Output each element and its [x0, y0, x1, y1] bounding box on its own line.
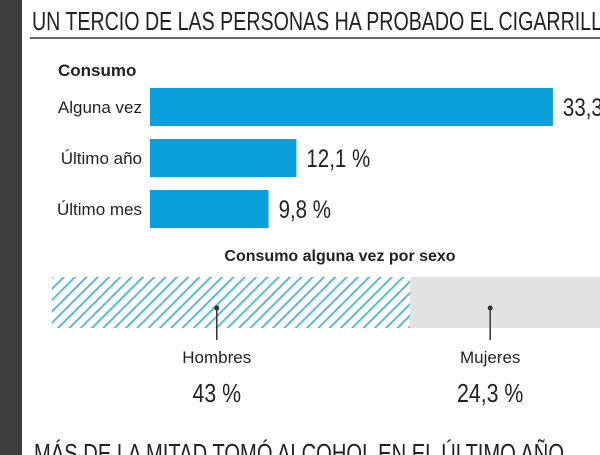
value-label: 24,3 %: [457, 379, 523, 409]
value-label: 9,8 %: [279, 195, 331, 223]
section-title: Consumo: [58, 61, 136, 80]
category-label: Hombres: [182, 348, 251, 367]
category-label: Alguna vez: [58, 98, 142, 117]
section-title: Consumo alguna vez por sexo: [224, 248, 455, 265]
bar: [150, 190, 269, 228]
pointer-dot: [487, 305, 493, 311]
side-strip: [0, 0, 22, 455]
footer-title: MÁS DE LA MITAD TOMÓ ALCOHOL EN EL ÚLTIM…: [34, 438, 564, 455]
value-label: 43 %: [192, 379, 241, 409]
title: UN TERCIO DE LAS PERSONAS HA PROBADO EL …: [32, 6, 600, 36]
value-label: 12,1 %: [306, 144, 370, 172]
category-label: Mujeres: [460, 348, 520, 367]
bar: [410, 277, 600, 328]
pointer-dot: [214, 305, 220, 311]
category-label: Último año: [61, 149, 142, 168]
bar: [150, 139, 297, 177]
category-label: Último mes: [57, 200, 142, 219]
value-label: 33,3: [563, 93, 600, 121]
bar: [150, 88, 553, 126]
hatched-bar: [52, 277, 411, 328]
